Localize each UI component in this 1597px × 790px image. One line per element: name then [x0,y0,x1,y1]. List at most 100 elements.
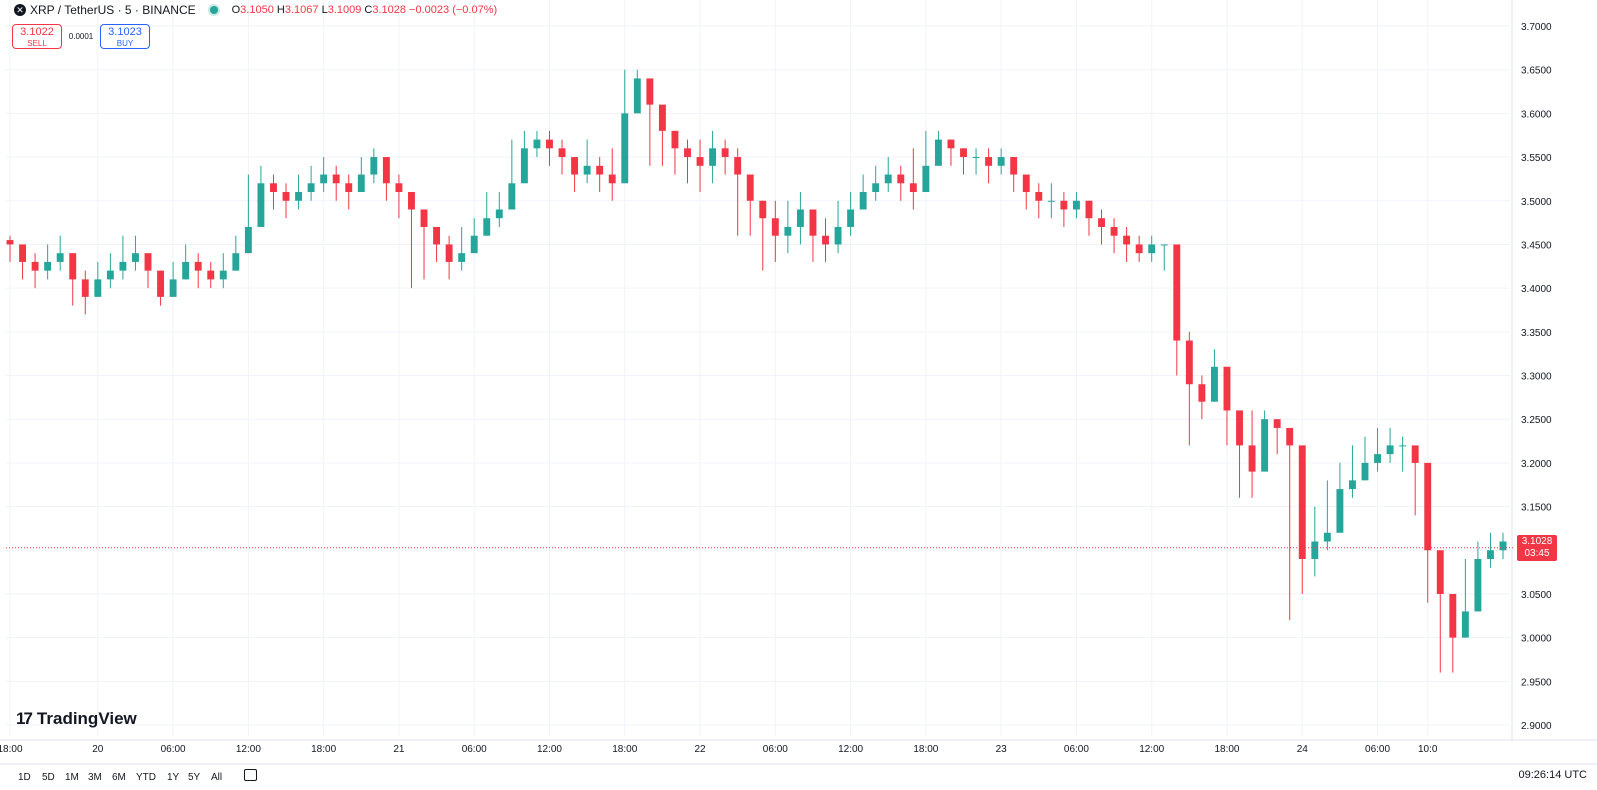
candle [671,130,679,175]
candle-body [834,226,842,245]
y-tick-label: 3.1500 [1521,503,1552,514]
tradingview-logo-icon: 17 [16,709,33,728]
candle-body [169,279,177,297]
candle-body [1361,462,1369,481]
symbol-legend[interactable]: ✕ XRP / TetherUS · 5 · BINANCE O3.1050 H… [14,3,497,17]
candle [1010,157,1018,193]
candle [1022,174,1030,210]
buy-button[interactable]: 3.1023 BUY [100,24,150,49]
candle-body [796,209,804,227]
calendar-icon[interactable] [244,769,257,781]
candle [445,235,453,280]
y-tick-label: 2.9500 [1521,677,1552,688]
candle-body [445,244,453,262]
candle [458,226,466,271]
last-price-value: 3.1028 [1521,535,1553,547]
candle-body [947,139,955,149]
range-ytd[interactable]: YTD [136,772,156,783]
candle-body [709,148,717,166]
x-tick-label: 06:00 [462,744,487,755]
candle [546,130,553,166]
candle-body [219,270,227,280]
symbol-title[interactable]: XRP / TetherUS · 5 · BINANCE [30,3,196,17]
candle [307,165,315,201]
candle [822,218,829,262]
candle [1399,436,1407,472]
utc-clock[interactable]: 09:26:14 UTC [1518,769,1587,781]
candle [696,139,704,193]
candle [44,244,52,280]
candle-body [822,235,829,245]
x-tick-label: 18:00 [913,744,938,755]
range-3m[interactable]: 3M [88,772,102,783]
tradingview-logo[interactable]: 17 TradingView [16,709,137,729]
candle [884,157,892,193]
candle-body [458,253,466,262]
candle [834,200,842,254]
candle [282,183,290,219]
range-1m[interactable]: 1M [65,772,79,783]
range-6m[interactable]: 6M [112,772,126,783]
candle [985,148,993,184]
candle [947,139,955,166]
candle [81,270,89,315]
candle [345,174,353,210]
candle-body [495,209,503,219]
candle [94,261,102,297]
candle [1461,558,1469,638]
range-all[interactable]: All [211,772,223,783]
candle [1348,445,1356,498]
candle [332,165,340,201]
candle-body [144,253,152,271]
candle [1386,427,1394,463]
candle [596,157,604,193]
candle-body [1160,244,1168,246]
range-1d[interactable]: 1D [18,772,31,783]
candle [157,270,165,306]
candle [583,139,591,184]
candle-body [320,174,328,184]
axis-layer: 2.90002.95003.00003.05003.10003.15003.20… [0,0,1597,765]
candle-body [1436,550,1444,594]
candle-body [771,218,779,236]
candle [106,253,114,289]
candle [1236,410,1243,498]
y-tick-label: 3.4500 [1521,240,1552,251]
candle-body [1098,218,1105,227]
candle-body [1210,366,1218,402]
candle-body [546,139,553,149]
candle [169,261,177,297]
candle-body [1424,462,1432,551]
open-value: 3.1050 [240,4,274,16]
candle [1223,366,1231,446]
x-tick-label: 12:00 [236,744,261,755]
x-tick-label: 12:00 [537,744,562,755]
spread-value: 0.0001 [68,32,94,41]
candle [1499,532,1507,559]
y-tick-label: 3.6500 [1521,66,1552,77]
candle-body [684,148,691,158]
candle-body [370,157,378,175]
candle-body [408,192,415,210]
trade-panel: 3.1022 SELL 0.0001 3.1023 BUY [12,24,150,49]
candle [1436,550,1444,673]
candle [495,192,503,227]
x-tick-label: 18:00 [612,744,637,755]
candle-body [847,209,855,227]
candle-body [44,261,52,271]
candle [1261,410,1269,472]
candle-body [997,157,1005,166]
candle [1323,480,1331,551]
y-tick-label: 3.5500 [1521,153,1552,164]
range-5d[interactable]: 5D [42,772,55,783]
x-tick-label: 20 [92,744,104,755]
range-5y[interactable]: 5Y [188,772,201,783]
candle-body [119,261,127,271]
sell-button[interactable]: 3.1022 SELL [12,24,62,49]
range-1y[interactable]: 1Y [167,772,180,783]
candle [270,174,277,210]
y-tick-label: 3.2000 [1521,459,1552,470]
candle-body [1135,244,1143,254]
